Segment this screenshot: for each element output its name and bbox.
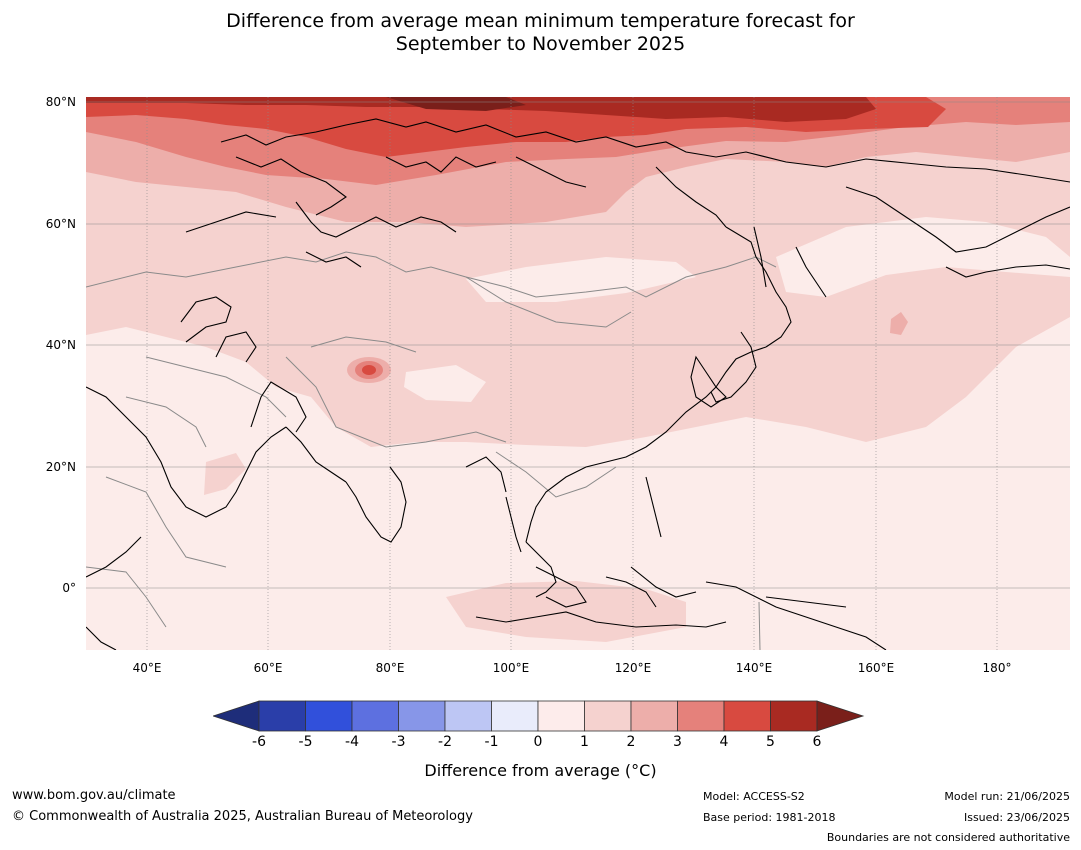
lon-label-100e: 100°E	[492, 661, 530, 675]
anomaly-band-5-6	[86, 97, 876, 122]
anomaly-band-2-3-spot	[890, 312, 908, 335]
colorbar-tick-label: 2	[626, 734, 636, 750]
lon-label-80e: 80°E	[375, 661, 405, 675]
anomaly-band-1-2-arabia	[204, 453, 246, 495]
colorbar-segment	[537, 700, 585, 732]
anomaly-band-0-1-siberia	[466, 257, 696, 302]
lat-label-60n: 60°N	[45, 217, 76, 231]
lat-label-40n: 40°N	[45, 338, 76, 352]
coastlines	[86, 118, 1070, 650]
title-line-2: September to November 2025	[395, 33, 686, 55]
footer-issued: Issued: 23/06/2025	[963, 811, 1070, 824]
colorbar-tick-label: -5	[298, 734, 313, 750]
gridlines	[86, 97, 1070, 650]
title-line-1: Difference from average mean minimum tem…	[226, 10, 855, 32]
colorbar-tick-label: 3	[673, 734, 682, 750]
colorbar-tick-label: 0	[533, 734, 543, 750]
colorbar-tick-label: 6	[812, 734, 822, 750]
colorbar-over-triangle	[816, 700, 865, 732]
anomaly-band-0-1-east	[776, 217, 1070, 297]
country-boundaries	[86, 251, 777, 650]
colorbar-label: Difference from average (°C)	[424, 761, 657, 780]
lon-label-60e: 60°E	[253, 661, 283, 675]
colorbar-tick-label: 5	[766, 734, 775, 750]
colorbar-tick-label: -1	[484, 734, 499, 750]
lon-label-40e: 40°E	[132, 661, 162, 675]
lon-label-140e: 140°E	[735, 661, 773, 675]
colorbar-segment	[305, 700, 353, 732]
anomaly-band-0-1-tibet	[404, 365, 486, 402]
anomaly-shading	[86, 97, 1070, 642]
footer-url[interactable]: www.bom.gov.au/climate	[12, 788, 176, 803]
anomaly-band-over-6	[386, 97, 526, 111]
colorbar-tick-label: -6	[252, 734, 266, 750]
colorbar-segment	[630, 700, 678, 732]
colorbar-tick-label: 1	[580, 734, 589, 750]
map-canvas	[86, 97, 1070, 650]
footer-copyright: © Commonwealth of Australia 2025, Austra…	[12, 809, 473, 824]
footer-base-period: Base period: 1981-2018	[703, 811, 836, 824]
colorbar-segment	[258, 700, 306, 732]
colorbar-segment	[723, 700, 771, 732]
colorbar-segment	[770, 700, 818, 732]
colorbar-tick-label: -3	[391, 734, 406, 750]
footer-model-run: Model run: 21/06/2025	[944, 790, 1070, 803]
lat-label-80n: 80°N	[45, 95, 76, 109]
footer-model: Model: ACCESS-S2	[703, 790, 805, 803]
colorbar-segment	[444, 700, 492, 732]
lon-label-160e: 160°E	[857, 661, 895, 675]
colorbar-segment	[677, 700, 725, 732]
colorbar-tick-label: -2	[438, 734, 452, 750]
colorbar-under-triangle	[213, 700, 260, 732]
footer-disclaimer: Boundaries are not considered authoritat…	[826, 831, 1070, 844]
lat-label-20n: 20°N	[45, 460, 76, 474]
colorbar-tick-label: -4	[345, 734, 359, 750]
colorbar-segment	[351, 700, 399, 732]
lon-label-180: 180°	[982, 661, 1012, 675]
map-title: Difference from average mean minimum tem…	[0, 10, 1081, 56]
colorbar-tick-label: 4	[719, 734, 729, 750]
lat-label-0: 0°	[62, 581, 76, 595]
colorbar-segment	[584, 700, 632, 732]
forecast-map	[86, 97, 1070, 650]
colorbar-segment	[398, 700, 446, 732]
colorbar-segment	[491, 700, 539, 732]
lon-label-120e: 120°E	[614, 661, 652, 675]
colorbar	[213, 700, 865, 732]
anomaly-hotspot-inner	[362, 365, 376, 375]
